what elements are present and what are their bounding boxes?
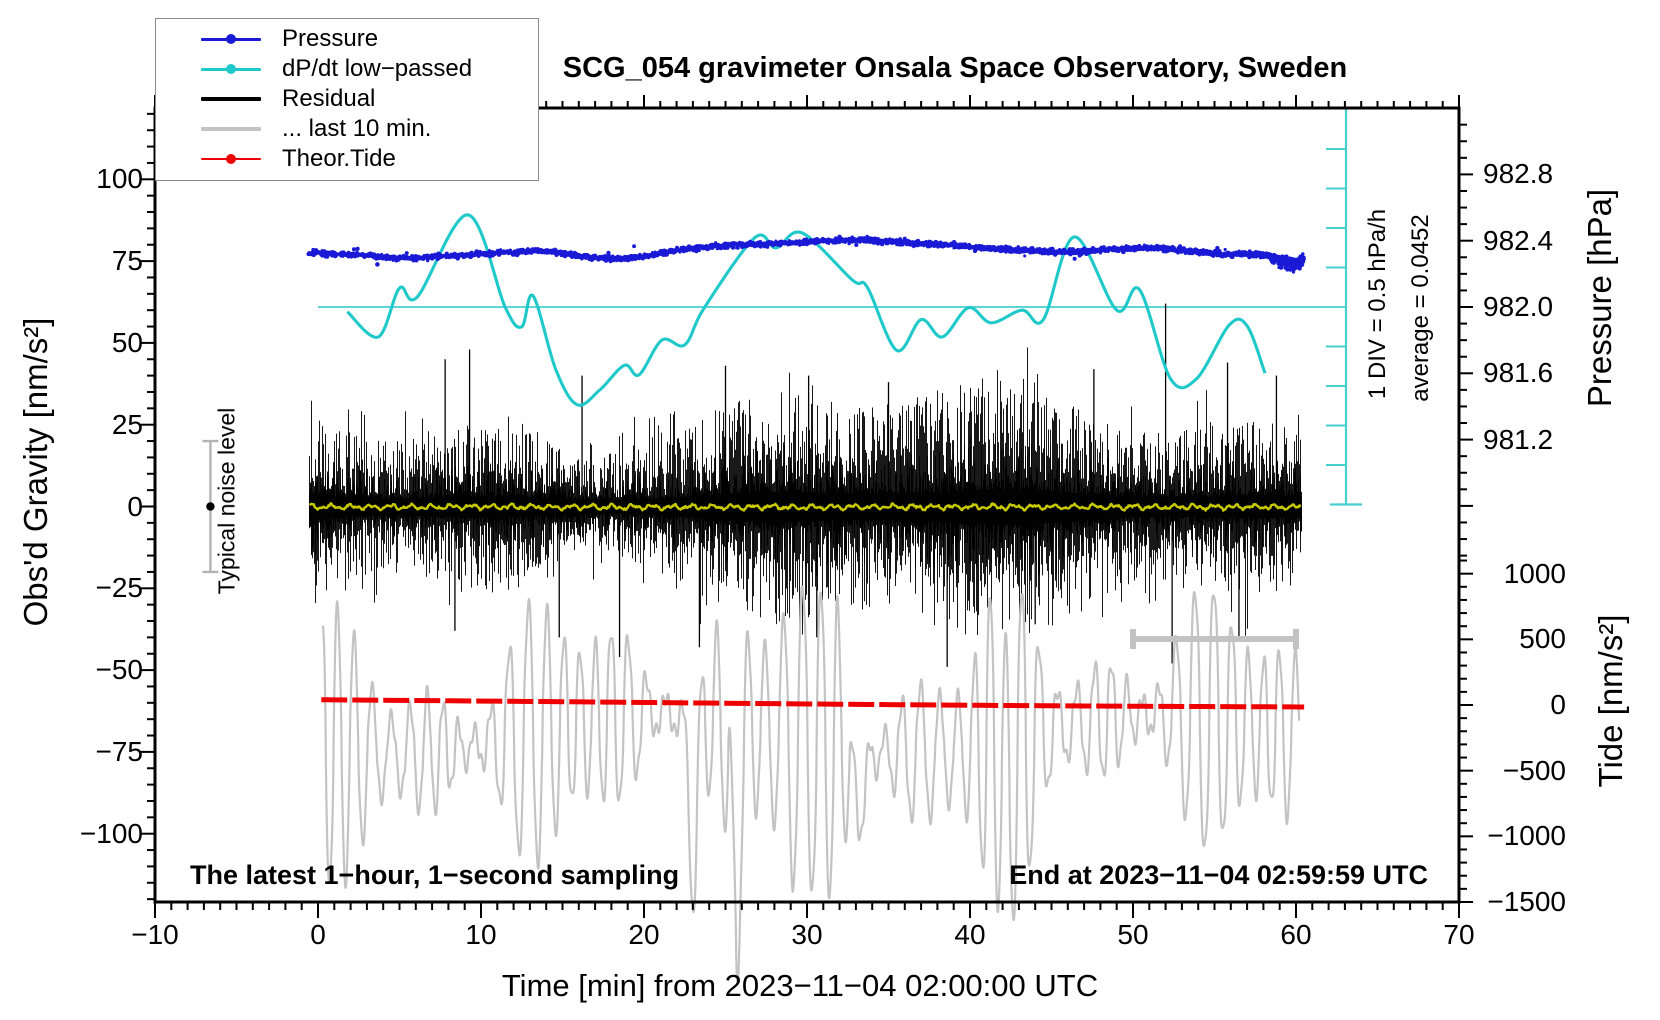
x-tick-label: 20: [628, 919, 660, 950]
y-tick-label-gravity: −75: [95, 735, 144, 767]
legend: Pressure dP/dt low−passed Residual ... last…: [155, 18, 539, 181]
y-tick-label-gravity: 50: [111, 326, 143, 358]
y-tick-label-gravity: 25: [111, 408, 143, 440]
y-tick-label-pressure: 982.4: [1483, 224, 1554, 256]
legend-marker-dot: [226, 154, 236, 164]
x-tick-label: 10: [465, 919, 497, 950]
legend-line-sample: [201, 127, 261, 131]
legend-marker-dot: [226, 64, 236, 74]
x-tick-label: 50: [1117, 919, 1149, 950]
legend-item-label: ... last 10 min.: [282, 115, 432, 142]
y-tick-label-tide: −1500: [1487, 885, 1566, 917]
legend-marker-dot: [226, 34, 236, 44]
y-tick-label-pressure: 982.8: [1483, 158, 1554, 190]
x-axis-label: Time [min] from 2023−11−04 02:00:00 UTC: [501, 968, 1099, 1003]
y-tick-label-pressure: 982.0: [1483, 291, 1554, 322]
y-tick-label-tide: 1000: [1503, 557, 1566, 589]
legend-row: Pressure: [156, 24, 538, 54]
legend-row: ... last 10 min.: [156, 114, 538, 144]
y-tick-label-tide: 500: [1519, 623, 1566, 655]
y-tick-label-gravity: −100: [79, 817, 143, 849]
y-tick-label-gravity: −25: [95, 572, 144, 604]
y-tick-label-tide: 0: [1550, 689, 1566, 720]
legend-item-label: Theor.Tide: [282, 145, 396, 172]
y-axis-label-tide: Tide [nm/s²]: [1592, 614, 1629, 788]
x-tick-label: 40: [954, 919, 986, 950]
y-tick-label-gravity: 0: [127, 490, 143, 522]
y-tick-label-pressure: 981.2: [1483, 423, 1554, 455]
legend-row: dP/dt low−passed: [156, 54, 538, 84]
y-tick-label-gravity: −50: [95, 654, 144, 686]
legend-item-label: dP/dt low−passed: [282, 55, 473, 82]
legend-line-sample: [201, 97, 261, 101]
noise-level-annotation: Typical noise level: [213, 407, 240, 595]
y-tick-label-gravity: 75: [111, 245, 143, 277]
y-tick-label-tide: −500: [1502, 754, 1566, 786]
scale-bar-annotation: 1 DIV = 0.5 hPa/h: [1364, 208, 1391, 400]
legend-item-label: Pressure: [282, 25, 379, 52]
y-tick-label-pressure: 981.6: [1483, 357, 1554, 389]
average-annotation: average = 0.0452: [1407, 214, 1434, 402]
legend-row: Residual: [156, 84, 538, 114]
x-tick-label: 70: [1443, 919, 1475, 950]
chart-title: SCG_054 gravimeter Onsala Space Observat…: [562, 52, 1348, 84]
legend-row: Theor.Tide: [156, 144, 538, 174]
y-tick-label-tide: −1000: [1487, 820, 1566, 852]
footer-right-note: End at 2023−11−04 02:59:59 UTC: [1009, 860, 1428, 890]
legend-item-label: Residual: [282, 85, 376, 112]
x-tick-label: 0: [310, 919, 326, 950]
x-tick-label: 30: [791, 919, 823, 950]
x-tick-label: −10: [131, 919, 179, 950]
footer-left-note: The latest 1−hour, 1−second sampling: [190, 860, 680, 890]
x-tick-label: 60: [1280, 919, 1312, 950]
y-tick-label-gravity: 100: [96, 163, 143, 195]
